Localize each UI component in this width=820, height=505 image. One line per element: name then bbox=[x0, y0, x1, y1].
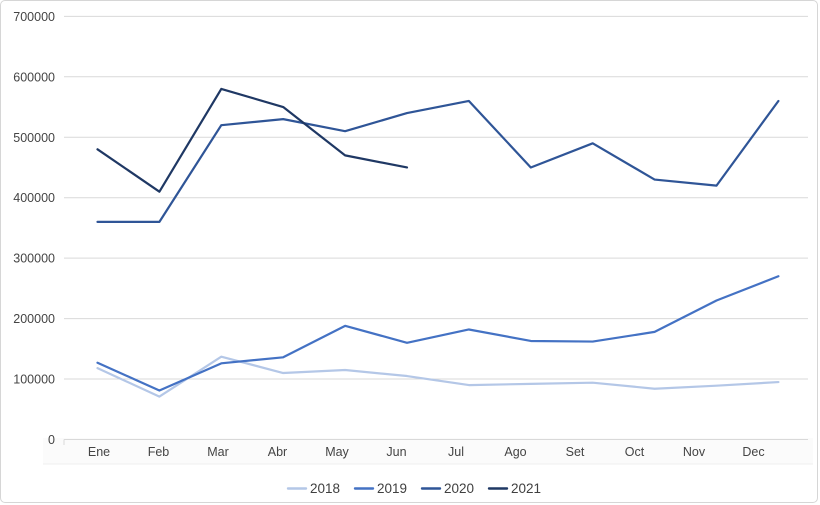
x-axis-tick-label: Jun bbox=[386, 445, 406, 459]
x-axis-tick-label: Dec bbox=[742, 445, 764, 459]
series-line-2019 bbox=[96, 275, 780, 392]
x-axis-tick-label: May bbox=[325, 445, 349, 459]
y-axis-tick-label: 100000 bbox=[13, 373, 55, 387]
x-axis-tick-label: Oct bbox=[625, 445, 645, 459]
legend-label-2019: 2019 bbox=[377, 481, 407, 496]
x-axis-tick-label: Abr bbox=[268, 445, 287, 459]
x-axis-tick-label: Feb bbox=[148, 445, 170, 459]
x-axis-tick-label: Ago bbox=[504, 445, 526, 459]
x-axis-tick-label: Jul bbox=[448, 445, 464, 459]
y-axis-tick-label: 200000 bbox=[13, 312, 55, 326]
y-axis-tick-label: 500000 bbox=[13, 131, 55, 145]
legend-label-2021: 2021 bbox=[511, 481, 541, 496]
x-axis-tick-label: Set bbox=[566, 445, 585, 459]
x-axis-tick-label: Nov bbox=[683, 445, 706, 459]
y-axis-tick-label: 700000 bbox=[13, 10, 55, 24]
x-axis-strip bbox=[43, 438, 813, 464]
y-axis-tick-label: 600000 bbox=[13, 70, 55, 84]
series-line-2021 bbox=[96, 87, 409, 193]
series-line-2018 bbox=[96, 355, 780, 398]
y-axis-tick-label: 400000 bbox=[13, 191, 55, 205]
legend-label-2020: 2020 bbox=[444, 481, 474, 496]
y-axis-tick-label: 300000 bbox=[13, 252, 55, 266]
legend-label-2018: 2018 bbox=[310, 481, 340, 496]
x-axis-tick-label: Ene bbox=[88, 445, 110, 459]
series-line-2020 bbox=[96, 99, 780, 223]
x-axis-tick-label: Mar bbox=[207, 445, 229, 459]
y-axis-tick-label: 0 bbox=[48, 433, 55, 447]
